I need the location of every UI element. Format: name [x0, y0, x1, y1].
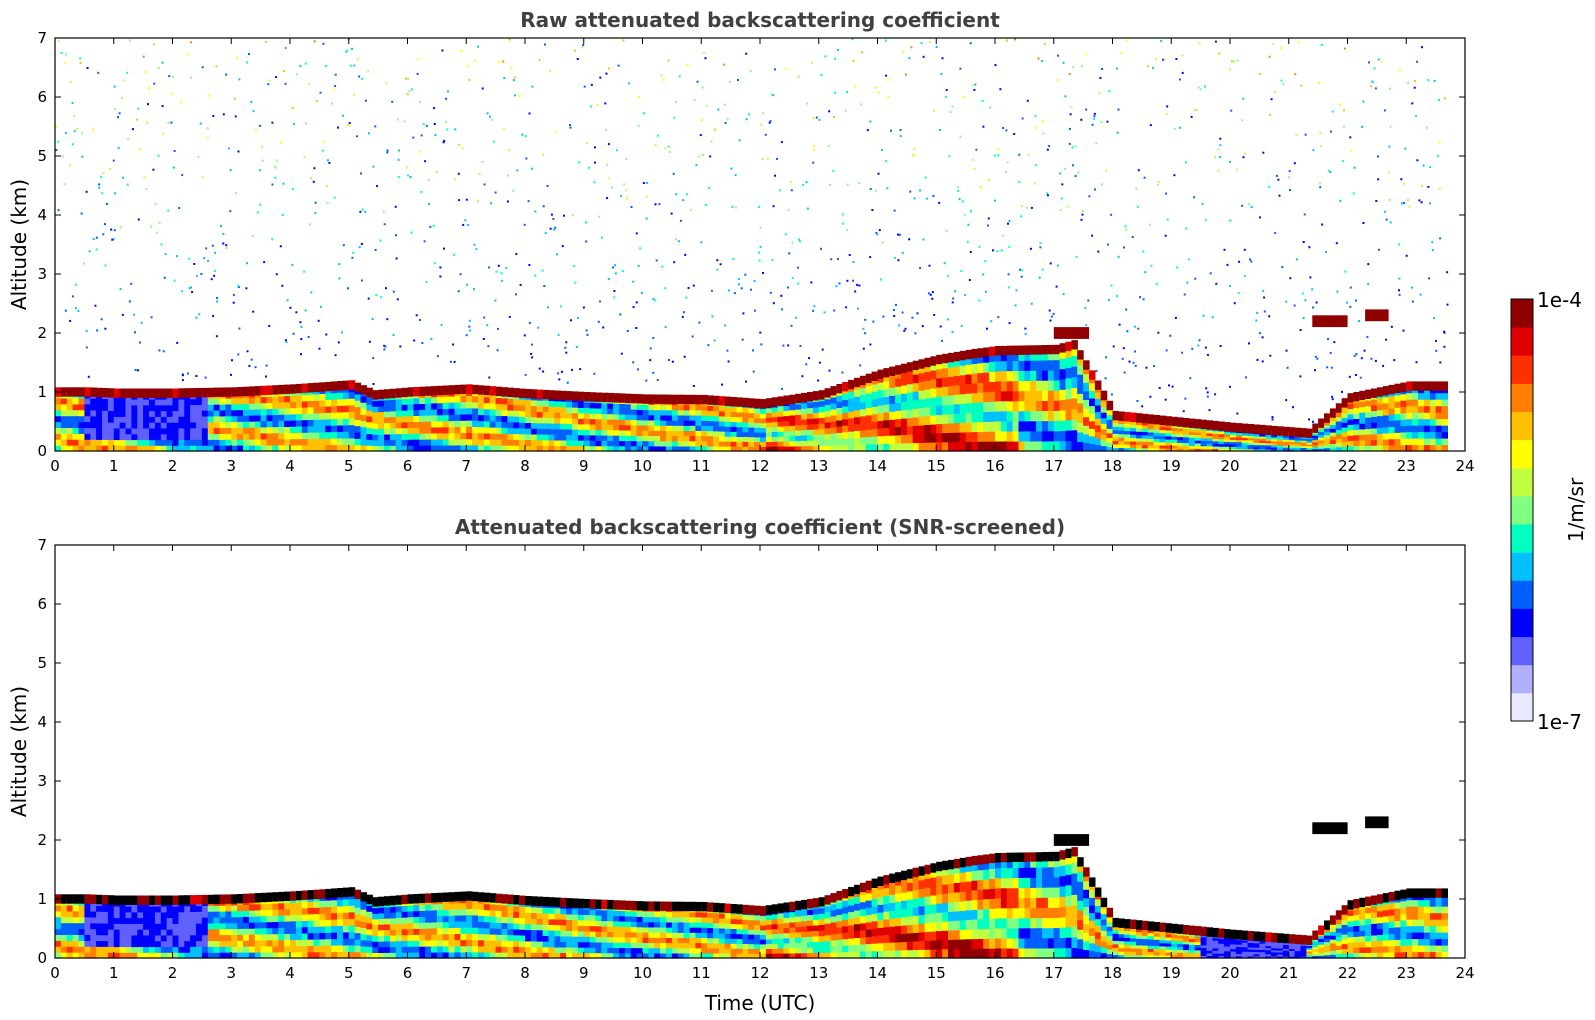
chart-title: Raw attenuated backscattering coefficien…: [520, 8, 1000, 32]
x-tick-label: 23: [1397, 964, 1416, 982]
y-tick-label: 2: [37, 324, 47, 342]
y-tick-label: 7: [37, 536, 47, 554]
y-tick-label: 3: [37, 265, 47, 283]
x-tick-label: 9: [579, 457, 589, 475]
x-tick-label: 5: [344, 457, 354, 475]
y-tick-label: 1: [37, 383, 47, 401]
x-tick-label: 8: [520, 457, 530, 475]
x-tick-label: 4: [285, 457, 295, 475]
x-tick-label: 13: [809, 457, 828, 475]
colorbar-segment: [1511, 495, 1533, 525]
colorbar-segment: [1511, 636, 1533, 666]
colorbar: 1e-4 1e-7 1/m/sr: [1510, 288, 1588, 734]
x-tick-label: 16: [985, 457, 1004, 475]
x-tick-label: 16: [985, 964, 1004, 982]
colorbar-segment: [1511, 299, 1533, 328]
x-tick-label: 12: [750, 457, 769, 475]
x-tick-label: 10: [633, 457, 652, 475]
raw-panel: 0 1 2 3 4 5 6 7 8 9 10 11 12 13 14 15 16 17 18 19 20 21 22 23 24…: [7, 8, 1475, 475]
x-tick-label: 20: [1220, 964, 1239, 982]
x-tick-label: 19: [1162, 457, 1181, 475]
colorbar-unit-label: 1/m/sr: [1564, 477, 1588, 542]
x-tick-label: 18: [1103, 964, 1122, 982]
colorbar-frame: [1510, 298, 1534, 722]
y-tick-label: 3: [37, 772, 47, 790]
heatmap-field: [55, 38, 1449, 452]
x-tick-label: 17: [1044, 964, 1063, 982]
x-tick-label: 12: [750, 964, 769, 982]
colorbar-min-label: 1e-7: [1537, 710, 1582, 734]
colorbar-segment: [1511, 383, 1533, 412]
colorbar-segment: [1511, 580, 1533, 609]
screened-panel: 0 1 2 3 4 5 6 7 8 9 10 11 12 13 14 15 16 17 18 19 20 21 22 23 24…: [7, 515, 1475, 1015]
y-tick-label: 6: [37, 595, 47, 613]
y-tick-label: 2: [37, 831, 47, 849]
colorbar-segment: [1511, 467, 1533, 497]
x-tick-label: 24: [1455, 964, 1474, 982]
x-tick-label: 14: [868, 964, 887, 982]
x-tick-label: 9: [579, 964, 589, 982]
y-tick-label: 7: [37, 29, 47, 47]
colorbar-segment: [1511, 355, 1533, 384]
x-tick-label: 20: [1220, 457, 1239, 475]
x-tick-label: 3: [226, 457, 236, 475]
x-tick-label: 7: [461, 457, 471, 475]
x-tick-label: 0: [50, 457, 60, 475]
x-tick-label: 10: [633, 964, 652, 982]
x-tick-label: 7: [461, 964, 471, 982]
chart-title: Attenuated backscattering coefficient (S…: [455, 515, 1065, 539]
x-tick-label: 3: [226, 964, 236, 982]
x-tick-label: 18: [1103, 457, 1122, 475]
x-tick-label: 24: [1455, 457, 1474, 475]
x-tick-label: 17: [1044, 457, 1063, 475]
x-tick-label: 15: [927, 964, 946, 982]
y-tick-label: 6: [37, 88, 47, 106]
y-tick-label: 5: [37, 147, 47, 165]
colorbar-max-label: 1e-4: [1537, 288, 1582, 312]
colorbar-segment: [1511, 327, 1533, 356]
y-tick-label: 0: [37, 442, 47, 460]
x-tick-label: 6: [403, 964, 413, 982]
colorbar-segment: [1511, 411, 1533, 441]
x-tick-label: 14: [868, 457, 887, 475]
y-tick-label: 4: [37, 206, 47, 224]
x-tick-label: 8: [520, 964, 530, 982]
colorbar-segment: [1511, 692, 1533, 722]
x-axis-label: Time (UTC): [704, 991, 816, 1015]
x-tick-label: 21: [1279, 964, 1298, 982]
colorbar-segment: [1511, 608, 1533, 638]
colorbar-segment: [1511, 439, 1533, 469]
y-tick-label: 5: [37, 654, 47, 672]
y-axis-label: Altitude (km): [7, 686, 31, 817]
x-tick-label: 11: [692, 457, 711, 475]
x-tick-label: 5: [344, 964, 354, 982]
x-tick-label: 4: [285, 964, 295, 982]
x-tick-label: 13: [809, 964, 828, 982]
colorbar-segment: [1511, 524, 1533, 553]
y-tick-label: 4: [37, 713, 47, 731]
x-tick-label: 23: [1397, 457, 1416, 475]
x-tick-label: 19: [1162, 964, 1181, 982]
x-tick-label: 22: [1338, 964, 1357, 982]
x-tick-label: 1: [109, 964, 119, 982]
y-tick-label: 1: [37, 890, 47, 908]
colorbar-segment: [1511, 664, 1533, 694]
x-tick-label: 15: [927, 457, 946, 475]
x-tick-label: 22: [1338, 457, 1357, 475]
x-tick-label: 2: [168, 457, 178, 475]
heatmap-field: [55, 816, 1448, 959]
y-axis-label: Altitude (km): [7, 179, 31, 310]
x-tick-label: 21: [1279, 457, 1298, 475]
colorbar-segment: [1511, 552, 1533, 581]
x-tick-label: 1: [109, 457, 119, 475]
x-tick-label: 2: [168, 964, 178, 982]
x-tick-label: 0: [50, 964, 60, 982]
x-tick-label: 6: [403, 457, 413, 475]
x-tick-label: 11: [692, 964, 711, 982]
y-tick-label: 0: [37, 949, 47, 967]
